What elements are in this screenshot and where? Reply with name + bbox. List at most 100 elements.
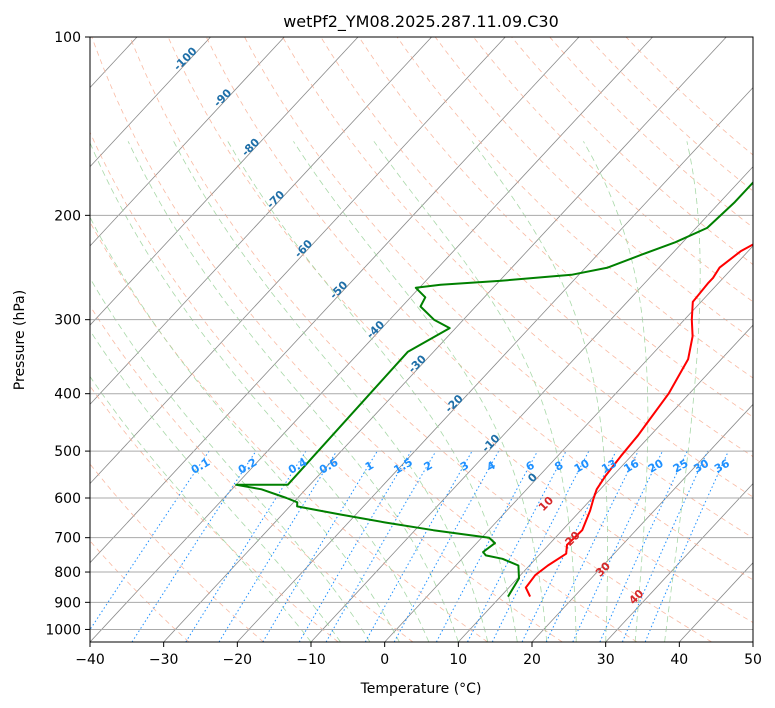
moist-adiabat-line <box>471 141 608 642</box>
moist-adiabat-line <box>127 141 459 642</box>
x-tick-label: 10 <box>449 652 467 668</box>
dry-adiabat-line <box>587 37 753 192</box>
mixing-ratio-line <box>393 450 500 642</box>
moist-adiabat-line <box>90 329 341 642</box>
dry-adiabat-line <box>90 463 264 642</box>
y-tick-label: 1000 <box>45 622 81 638</box>
mixing-ratio-line <box>545 450 639 642</box>
mixing-ratio-label: 30 <box>691 457 711 476</box>
y-tick-label: 800 <box>54 565 81 581</box>
mixing-ratio-label: 0.1 <box>189 456 212 477</box>
mixing-ratio-line <box>644 450 729 642</box>
mixing-ratio-line <box>185 450 307 642</box>
y-tick-label: 900 <box>54 595 81 611</box>
dry-adiabat-line <box>90 385 339 642</box>
dry-adiabat-line <box>91 37 638 642</box>
wet-bulb-label: 10 <box>536 494 556 514</box>
mixing-ratio-label: 8 <box>552 459 565 474</box>
y-tick-label: 700 <box>54 531 81 547</box>
isotherm-line <box>531 403 753 642</box>
isotherm-label: -40 <box>364 318 387 341</box>
moist-adiabat-line <box>583 141 649 642</box>
isotherm-label: -30 <box>406 352 429 375</box>
isotherm-label: -60 <box>292 237 315 260</box>
mixing-ratio-line <box>218 450 338 642</box>
mixing-ratio-line <box>491 450 590 642</box>
x-tick-label: −20 <box>223 652 253 668</box>
x-tick-label: 30 <box>597 652 615 668</box>
isotherm-label: -100 <box>171 44 200 73</box>
isotherm-line <box>163 37 727 642</box>
dry-adiabat-line <box>320 37 753 458</box>
dry-adiabat-line <box>282 37 753 498</box>
mixing-ratio-line <box>364 450 473 642</box>
x-axis-label: Temperature (°C) <box>360 681 482 697</box>
mixing-ratio-label: 4 <box>485 458 498 473</box>
dry-adiabat-line <box>396 37 753 379</box>
moist-adiabat-line <box>90 216 400 642</box>
y-tick-label: 400 <box>54 387 81 403</box>
isotherm-line <box>458 324 753 642</box>
mixing-ratio-line <box>572 450 663 642</box>
x-tick-label: 50 <box>744 652 762 668</box>
mixing-ratio-line <box>262 450 378 642</box>
dry-adiabat-line <box>129 37 712 642</box>
isotherm-label: -90 <box>211 86 234 109</box>
isotherm-line <box>90 37 359 326</box>
dry-adiabat-line <box>90 221 488 642</box>
mixing-ratio-label: 20 <box>646 457 666 476</box>
moist-adiabat-line <box>293 141 548 642</box>
y-tick-label: 200 <box>54 208 81 224</box>
mixing-ratio-label: 10 <box>572 457 592 476</box>
x-tick-label: −40 <box>75 652 105 668</box>
mixing-ratio-line <box>621 450 709 642</box>
isotherm-label: -70 <box>264 188 287 211</box>
isotherm-line <box>605 483 753 642</box>
dry-adiabat-line <box>167 37 753 624</box>
moist-adiabat-line <box>90 141 430 642</box>
x-tick-label: −30 <box>149 652 179 668</box>
isotherm-line <box>0 37 63 642</box>
y-tick-label: 600 <box>54 491 81 507</box>
isotherm-line <box>90 37 580 564</box>
sounding-profiles <box>235 181 753 598</box>
mixing-ratio-line <box>435 450 538 642</box>
isotherm-label: -50 <box>327 278 350 301</box>
isotherm-line <box>752 641 753 642</box>
dry-adiabat-line <box>625 37 753 156</box>
moist-adiabat-line <box>173 141 489 642</box>
isotherm-line <box>90 37 432 405</box>
isotherm-line <box>679 562 753 642</box>
pressure-gridlines <box>90 37 753 630</box>
mixing-ratio-label: 16 <box>622 457 642 476</box>
dry-adiabat-line <box>90 540 190 642</box>
isotherm-label: -20 <box>443 392 466 415</box>
background-reference-lines <box>0 37 753 642</box>
plot-frame <box>89 36 754 643</box>
isotherm-line <box>90 37 211 168</box>
mixing-ratio-line <box>599 450 688 642</box>
y-axis-ticks: 100 200 300 400 500 600 700 800 900 1000 <box>45 30 90 638</box>
y-axis-label: Pressure (hPa) <box>12 290 28 390</box>
y-tick-label: 100 <box>54 30 81 46</box>
isotherm-line <box>90 37 285 247</box>
mixing-ratio-label: 0.2 <box>236 456 259 477</box>
isotherm-line <box>90 37 653 642</box>
chart-title: wetPf2_YM08.2025.287.11.09.C30 <box>283 12 559 32</box>
temperature-profile-line <box>524 243 753 598</box>
isotherm-line <box>237 86 753 642</box>
mixing-ratio-label: 0.6 <box>317 455 341 476</box>
x-tick-label: 20 <box>523 652 541 668</box>
dewpoint-profile-line <box>235 181 753 598</box>
dry-adiabat-line <box>90 305 414 642</box>
x-tick-label: 40 <box>670 652 688 668</box>
x-tick-label: 0 <box>380 652 389 668</box>
mixing-ratio-line <box>298 450 412 642</box>
line-labels: 0.1 0.2 0.4 0.6 1 1.5 2 3 4 6 8 10 13 16 20 25 30 36-100-… <box>171 44 732 607</box>
y-tick-label: 500 <box>54 444 81 460</box>
x-axis-ticks: −40 −30 −20 −10 0 10 20 30 40 50 <box>75 642 762 668</box>
isotherm-line <box>384 245 753 642</box>
dry-adiabat-line <box>511 37 753 265</box>
dry-adiabat-line <box>205 37 753 581</box>
